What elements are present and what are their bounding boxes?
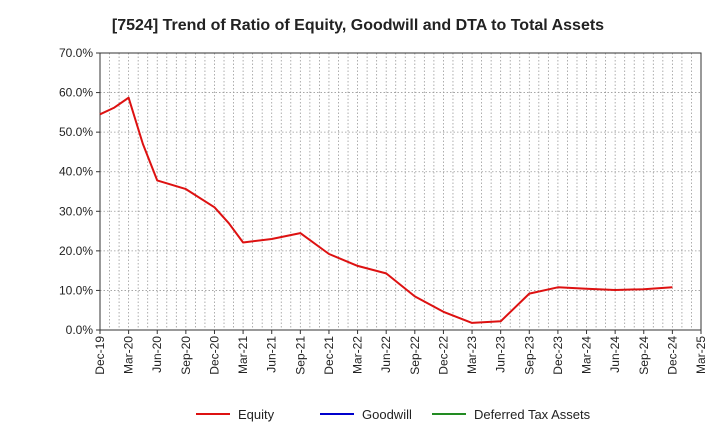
y-tick-label: 70.0% <box>59 46 93 60</box>
x-tick-label: Dec-20 <box>207 336 221 375</box>
x-tick-label: Jun-22 <box>379 336 393 373</box>
x-tick-label: Mar-25 <box>694 336 708 374</box>
x-tick-label: Jun-20 <box>150 336 164 373</box>
y-tick-label: 30.0% <box>59 204 93 218</box>
x-tick-label: Sep-23 <box>522 336 536 375</box>
x-tick-label: Jun-24 <box>608 336 622 373</box>
x-tick-label: Mar-22 <box>351 336 365 374</box>
x-tick-label: Dec-22 <box>436 336 450 375</box>
series-layer <box>99 96 673 324</box>
x-tick-label: Mar-24 <box>580 336 594 374</box>
x-tick-label: Jun-21 <box>265 336 279 373</box>
x-tick-label: Dec-21 <box>322 336 336 375</box>
legend-label-equity: Equity <box>238 407 275 422</box>
x-tick-label: Dec-19 <box>93 336 107 375</box>
x-tick-label: Dec-24 <box>665 336 679 375</box>
legend-label-goodwill: Goodwill <box>362 407 412 422</box>
x-tick-label: Mar-21 <box>236 336 250 374</box>
y-tick-label: 10.0% <box>59 283 93 297</box>
chart-title: [7524] Trend of Ratio of Equity, Goodwil… <box>112 17 604 34</box>
axis-layer: 0.0% 10.0% 20.0% 30.0% 40.0% 50.0% 60.0% 70.0% D… <box>59 46 708 375</box>
x-tick-label: Sep-22 <box>408 336 422 375</box>
y-tick-label: 60.0% <box>59 86 93 100</box>
x-tick-label: Sep-24 <box>637 336 651 375</box>
legend: Equity Goodwill Deferred Tax Assets <box>196 407 591 422</box>
x-tick-label: Jun-23 <box>494 336 508 373</box>
series-line-equity <box>99 96 673 324</box>
legend-label-deferred-tax-assets: Deferred Tax Assets <box>474 407 591 422</box>
grid-layer <box>99 52 702 331</box>
x-tick-label: Sep-20 <box>179 336 193 375</box>
x-tick-label: Mar-23 <box>465 336 479 374</box>
x-tick-label: Mar-20 <box>122 336 136 374</box>
y-tick-label: 40.0% <box>59 165 93 179</box>
x-tick-label: Dec-23 <box>551 336 565 375</box>
y-tick-label: 50.0% <box>59 125 93 139</box>
y-tick-label: 0.0% <box>66 323 94 337</box>
x-tick-label: Sep-21 <box>293 336 307 375</box>
plot-area-border <box>99 52 702 331</box>
y-tick-label: 20.0% <box>59 244 93 258</box>
